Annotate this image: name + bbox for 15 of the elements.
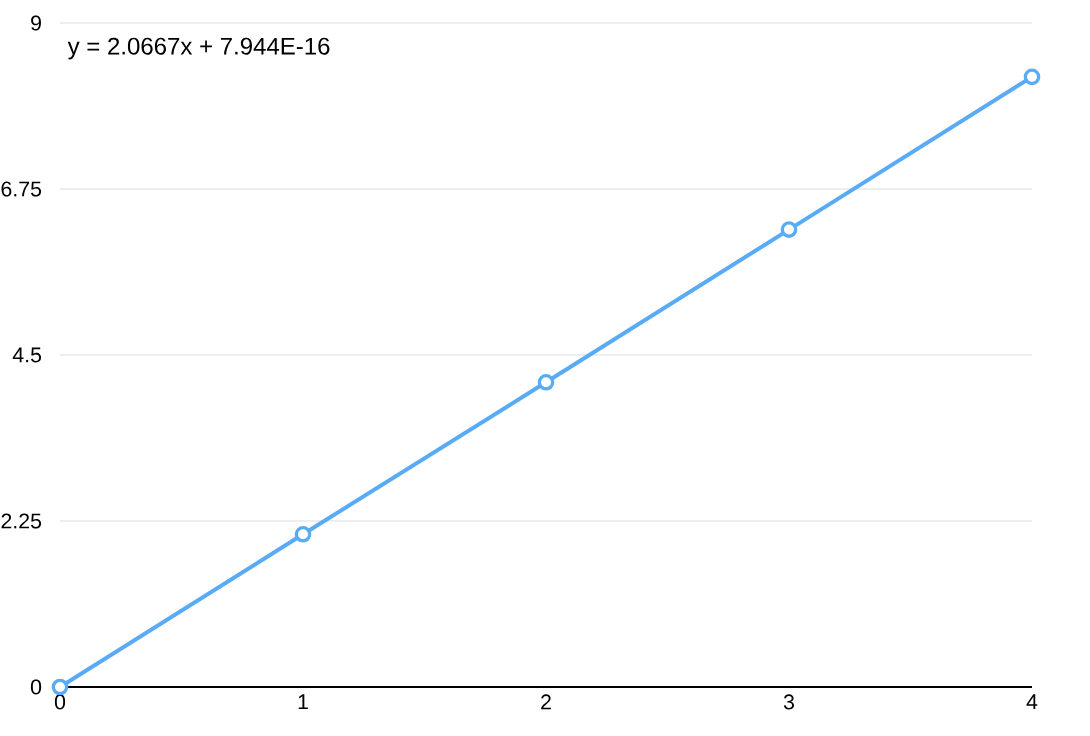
x-tick-label: 2 (541, 694, 551, 710)
x-tick-label: 1 (298, 694, 308, 710)
x-tick-label: 3 (783, 694, 794, 710)
annotation: y = 2.0667x + 7.944E-16 (67, 37, 330, 60)
y-tick-label: 6.75 (1, 181, 42, 197)
point (1023, 68, 1041, 86)
point (780, 221, 798, 238)
y-tick-label: 0 (30, 679, 42, 695)
y-tick-label: 4.5 (12, 347, 42, 363)
y-tick-label: 9 (31, 15, 41, 31)
x-tick-label: 4 (1026, 694, 1038, 710)
point (294, 525, 312, 543)
y-tick-label: 2.25 (1, 513, 42, 529)
point (537, 373, 555, 391)
point (51, 678, 69, 696)
